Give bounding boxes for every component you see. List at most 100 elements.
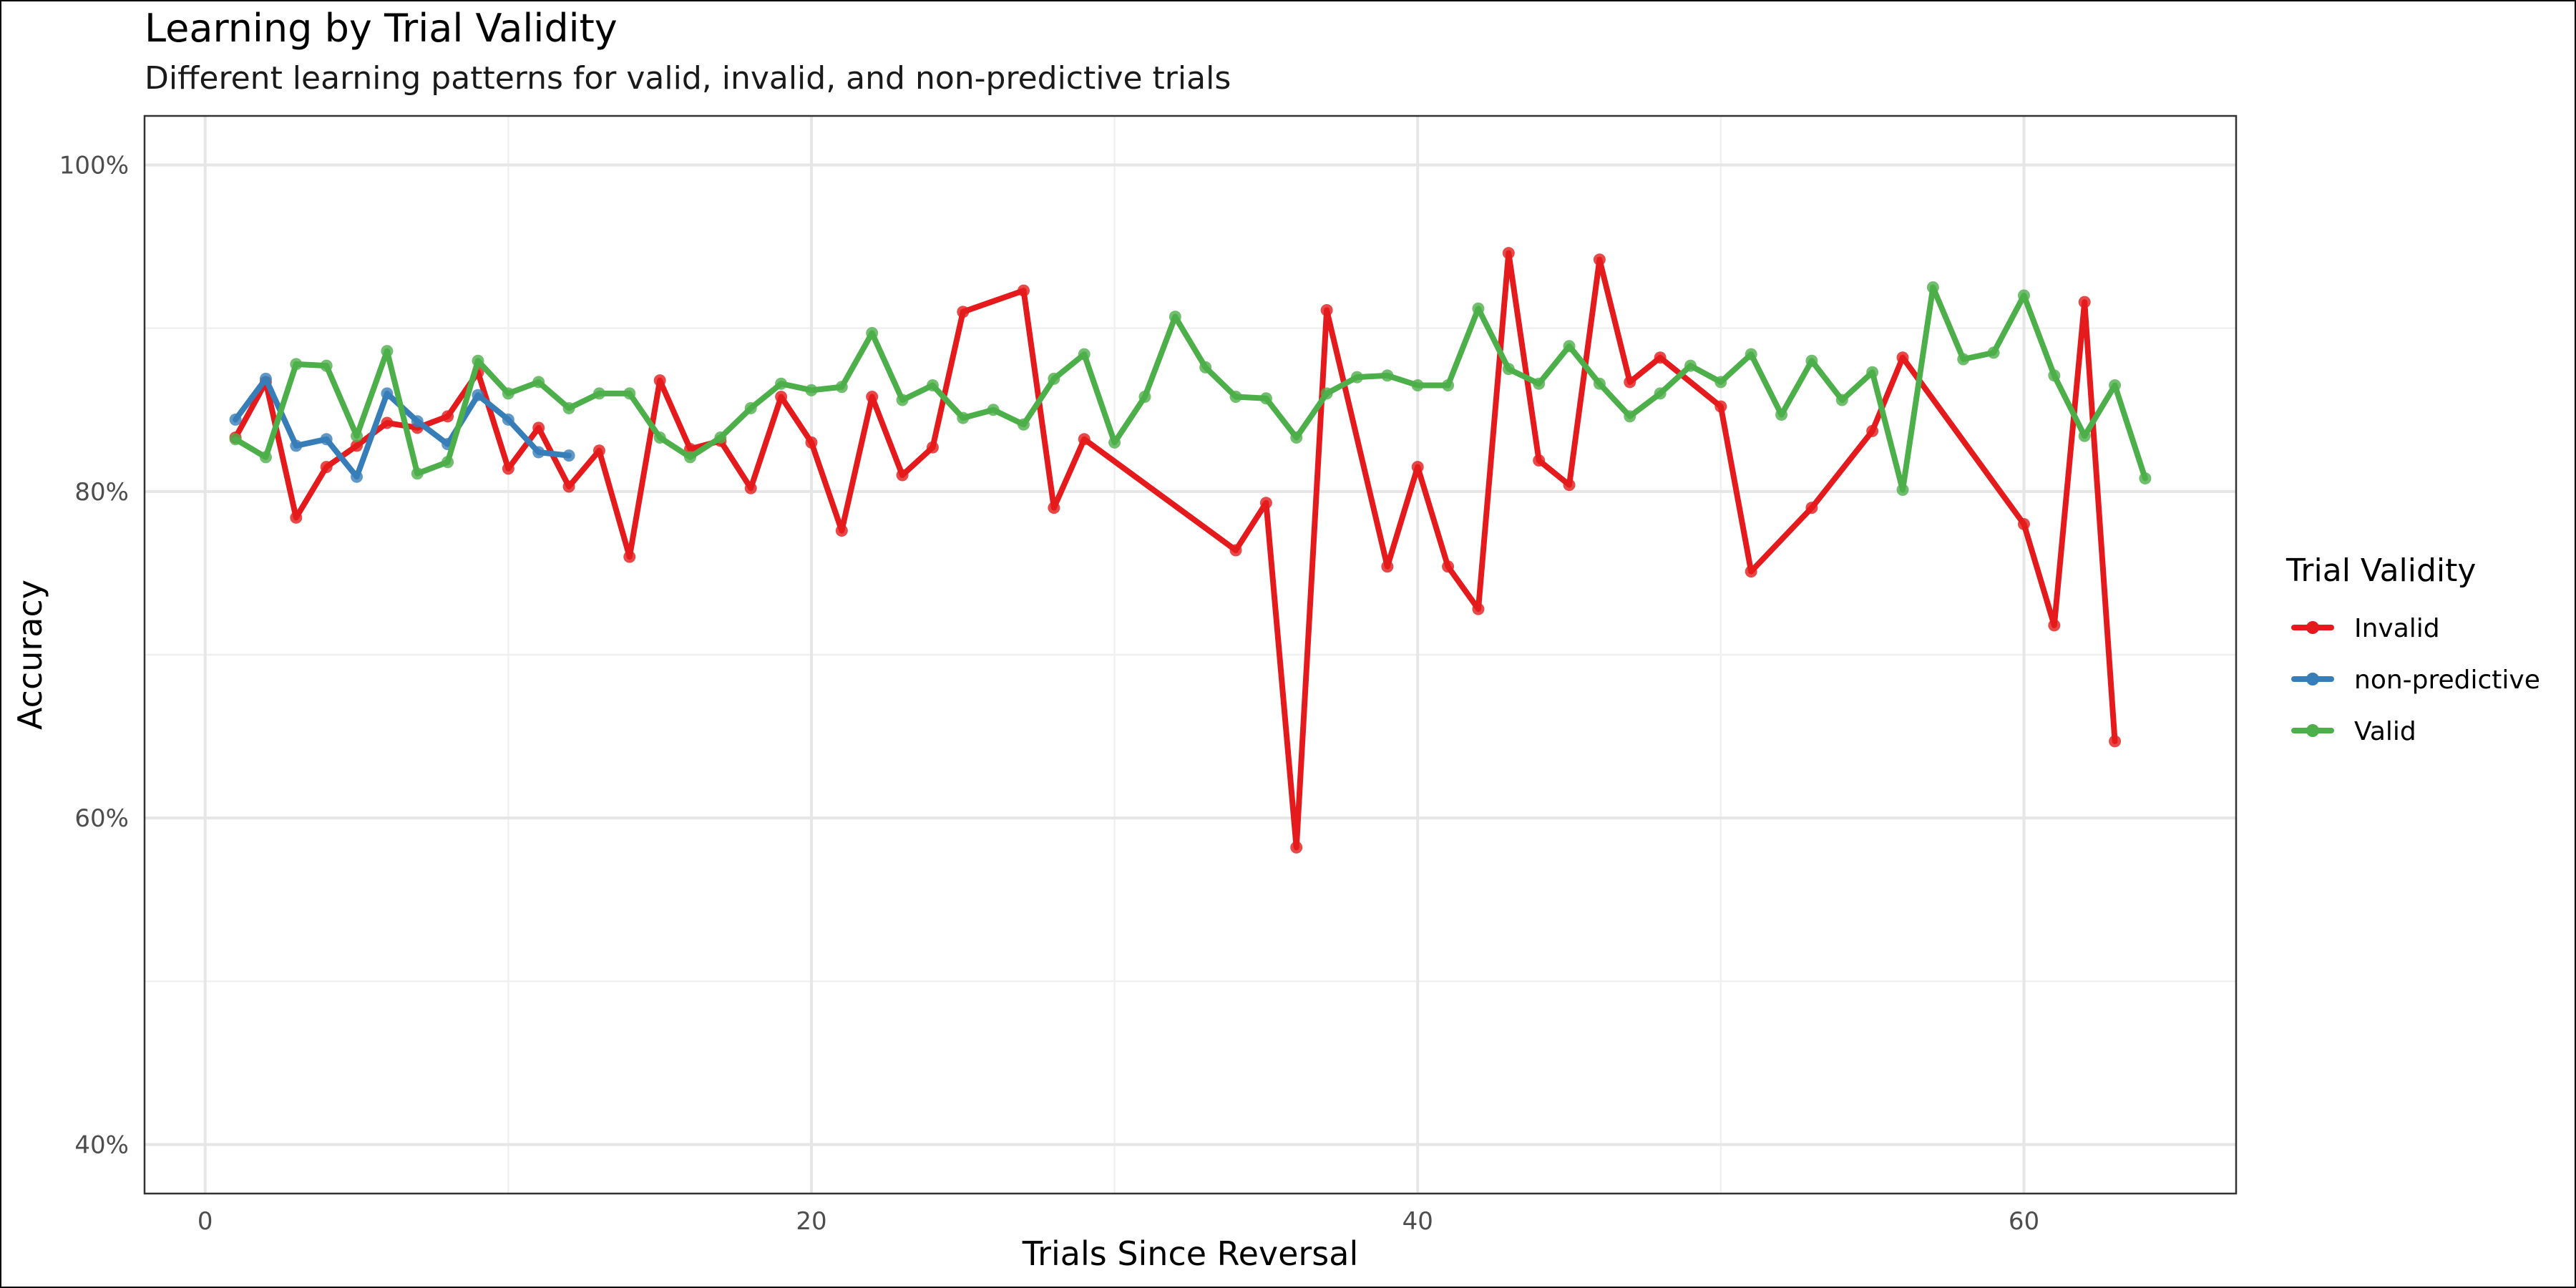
- data-point-invalid: [1229, 544, 1242, 557]
- data-point-invalid: [1048, 502, 1060, 514]
- data-point-invalid: [623, 550, 636, 563]
- data-point-invalid: [835, 525, 848, 537]
- data-point-invalid: [351, 439, 364, 452]
- data-point-valid: [1866, 366, 1879, 379]
- data-point-invalid: [1714, 400, 1727, 413]
- data-point-invalid: [1896, 351, 1909, 364]
- data-point-invalid: [2048, 619, 2061, 632]
- data-point-non-predictive: [290, 439, 303, 452]
- data-point-valid: [2139, 472, 2152, 485]
- legend: Trial Validity Invalid non-predictive Vali…: [2285, 552, 2540, 746]
- data-point-valid: [1108, 436, 1121, 449]
- data-point-invalid: [1259, 497, 1272, 509]
- data-point-valid: [1957, 353, 1970, 366]
- data-point-valid: [259, 451, 272, 464]
- data-point-valid: [1290, 431, 1303, 444]
- data-point-valid: [987, 404, 1000, 416]
- data-point-valid: [320, 359, 333, 372]
- data-point-valid: [1169, 311, 1181, 323]
- data-point-valid: [957, 411, 970, 424]
- legend-key-point: [2306, 673, 2319, 686]
- data-point-invalid: [2017, 517, 2030, 530]
- chart-subtitle: Different learning patterns for valid, i…: [145, 60, 1231, 97]
- data-point-valid: [532, 376, 545, 389]
- data-point-valid: [351, 429, 364, 442]
- data-point-non-predictive: [411, 415, 424, 428]
- legend-label: Invalid: [2354, 614, 2440, 643]
- data-point-invalid: [1018, 284, 1030, 297]
- data-point-non-predictive: [320, 433, 333, 446]
- data-point-invalid: [1320, 304, 1333, 317]
- data-point-invalid: [805, 436, 818, 449]
- data-point-invalid: [775, 390, 788, 403]
- data-point-invalid: [1078, 433, 1091, 446]
- legend-items: Invalid non-predictive Valid: [2291, 614, 2540, 746]
- data-point-valid: [1835, 394, 1848, 406]
- data-point-valid: [2078, 429, 2091, 442]
- data-point-valid: [229, 433, 242, 446]
- series-layer: [229, 247, 2152, 854]
- data-point-valid: [805, 384, 818, 396]
- data-point-invalid: [1472, 602, 1485, 615]
- data-point-invalid: [896, 469, 909, 482]
- x-axis-title: Trials Since Reversal: [1022, 1234, 1359, 1273]
- data-point-invalid: [1533, 454, 1546, 467]
- data-point-non-predictive: [229, 413, 242, 426]
- data-point-valid: [592, 387, 605, 400]
- data-point-valid: [1805, 354, 1818, 367]
- data-point-non-predictive: [502, 413, 514, 426]
- legend-title: Trial Validity: [2285, 552, 2476, 589]
- data-point-valid: [1078, 348, 1091, 361]
- data-point-valid: [866, 326, 879, 339]
- data-point-invalid: [653, 374, 666, 387]
- data-point-valid: [1199, 361, 1212, 374]
- data-point-valid: [1229, 390, 1242, 403]
- x-tick-label: 0: [197, 1207, 213, 1236]
- data-point-invalid: [744, 482, 757, 494]
- data-point-valid: [1563, 340, 1576, 353]
- data-point-non-predictive: [259, 372, 272, 385]
- panel-border: [143, 114, 2238, 1195]
- legend-key-point: [2306, 724, 2319, 737]
- data-point-invalid: [1745, 565, 1757, 578]
- data-point-valid: [835, 381, 848, 394]
- data-point-invalid: [502, 462, 514, 475]
- y-axis-title: Accuracy: [11, 580, 49, 730]
- data-point-valid: [1381, 369, 1394, 382]
- data-point-invalid: [1381, 560, 1394, 573]
- data-point-invalid: [926, 441, 939, 454]
- data-point-non-predictive: [532, 446, 545, 459]
- data-point-non-predictive: [562, 449, 575, 462]
- data-point-valid: [1259, 392, 1272, 405]
- data-point-valid: [1987, 346, 2000, 359]
- data-point-valid: [1533, 377, 1546, 390]
- data-point-invalid: [1624, 376, 1636, 389]
- data-point-invalid: [1654, 351, 1667, 364]
- legend-label: Valid: [2354, 717, 2416, 746]
- legend-item-non-predictive: non-predictive: [2291, 665, 2540, 695]
- data-point-invalid: [1502, 247, 1515, 260]
- x-tick-label: 20: [796, 1207, 826, 1236]
- legend-label: non-predictive: [2354, 665, 2540, 695]
- data-point-valid: [472, 354, 484, 367]
- data-point-invalid: [532, 421, 545, 434]
- data-point-valid: [1654, 387, 1667, 400]
- data-point-valid: [744, 401, 757, 414]
- data-point-invalid: [1866, 424, 1879, 437]
- data-point-valid: [2017, 289, 2030, 302]
- data-point-valid: [714, 431, 727, 444]
- data-point-invalid: [2109, 735, 2122, 748]
- data-point-valid: [1138, 390, 1151, 403]
- data-point-valid: [2048, 369, 2061, 382]
- data-point-valid: [441, 456, 454, 469]
- data-point-valid: [2109, 379, 2122, 391]
- x-axis-ticks: 0 20 40 60: [197, 1207, 2039, 1236]
- data-point-invalid: [1805, 502, 1818, 514]
- data-point-valid: [1320, 387, 1333, 400]
- data-point-valid: [502, 387, 514, 400]
- data-point-non-predictive: [351, 470, 364, 483]
- data-point-invalid: [290, 511, 303, 524]
- data-point-valid: [653, 431, 666, 444]
